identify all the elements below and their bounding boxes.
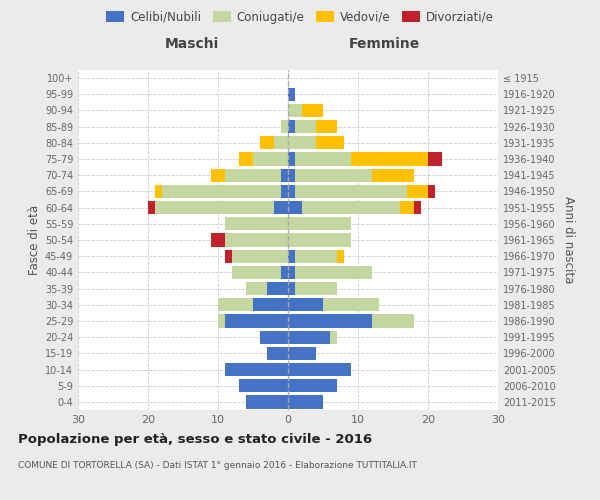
Bar: [162, 185, 281, 198]
Bar: [225, 217, 288, 230]
Bar: [323, 298, 379, 312]
Bar: [155, 185, 162, 198]
Y-axis label: Fasce di età: Fasce di età: [28, 205, 41, 275]
Bar: [400, 201, 414, 214]
Bar: [281, 168, 288, 182]
Bar: [288, 136, 316, 149]
Bar: [232, 266, 281, 279]
Bar: [288, 168, 295, 182]
Text: Maschi: Maschi: [164, 38, 218, 52]
Bar: [288, 266, 295, 279]
Bar: [288, 363, 351, 376]
Bar: [295, 168, 372, 182]
Bar: [302, 104, 323, 117]
Bar: [267, 346, 288, 360]
Bar: [295, 185, 407, 198]
Bar: [288, 120, 295, 134]
Bar: [288, 217, 351, 230]
Bar: [211, 234, 225, 246]
Bar: [288, 104, 302, 117]
Bar: [316, 120, 337, 134]
Bar: [295, 120, 316, 134]
Bar: [281, 185, 288, 198]
Bar: [428, 152, 442, 166]
Bar: [288, 185, 295, 198]
Bar: [295, 152, 351, 166]
Text: Popolazione per età, sesso e stato civile - 2016: Popolazione per età, sesso e stato civil…: [18, 432, 372, 446]
Bar: [218, 298, 253, 312]
Bar: [225, 363, 288, 376]
Bar: [316, 136, 344, 149]
Bar: [260, 330, 288, 344]
Bar: [274, 201, 288, 214]
Bar: [288, 282, 295, 295]
Bar: [253, 152, 288, 166]
Bar: [372, 168, 414, 182]
Bar: [295, 266, 372, 279]
Bar: [281, 266, 288, 279]
Bar: [225, 234, 288, 246]
Bar: [337, 250, 344, 263]
Bar: [260, 136, 274, 149]
Bar: [246, 282, 267, 295]
Bar: [330, 330, 337, 344]
Bar: [407, 185, 428, 198]
Bar: [288, 250, 295, 263]
Bar: [288, 201, 302, 214]
Bar: [288, 234, 351, 246]
Bar: [253, 298, 288, 312]
Bar: [428, 185, 435, 198]
Bar: [239, 152, 253, 166]
Bar: [288, 152, 295, 166]
Bar: [274, 136, 288, 149]
Bar: [239, 379, 288, 392]
Bar: [246, 396, 288, 408]
Bar: [225, 314, 288, 328]
Bar: [225, 168, 281, 182]
Bar: [288, 396, 323, 408]
Bar: [372, 314, 414, 328]
Bar: [288, 314, 372, 328]
Bar: [302, 201, 400, 214]
Bar: [288, 379, 337, 392]
Bar: [148, 201, 155, 214]
Bar: [232, 250, 288, 263]
Bar: [295, 282, 337, 295]
Bar: [288, 346, 316, 360]
Bar: [288, 330, 330, 344]
Bar: [288, 298, 323, 312]
Text: COMUNE DI TORTORELLA (SA) - Dati ISTAT 1° gennaio 2016 - Elaborazione TUTTITALIA: COMUNE DI TORTORELLA (SA) - Dati ISTAT 1…: [18, 460, 417, 469]
Bar: [414, 201, 421, 214]
Bar: [288, 88, 295, 101]
Text: Femmine: Femmine: [349, 38, 420, 52]
Bar: [295, 250, 337, 263]
Bar: [281, 120, 288, 134]
Bar: [225, 250, 232, 263]
Legend: Celibi/Nubili, Coniugati/e, Vedovi/e, Divorziati/e: Celibi/Nubili, Coniugati/e, Vedovi/e, Di…: [101, 6, 499, 28]
Bar: [211, 168, 225, 182]
Bar: [155, 201, 274, 214]
Bar: [267, 282, 288, 295]
Bar: [351, 152, 428, 166]
Bar: [218, 314, 225, 328]
Y-axis label: Anni di nascita: Anni di nascita: [562, 196, 575, 284]
